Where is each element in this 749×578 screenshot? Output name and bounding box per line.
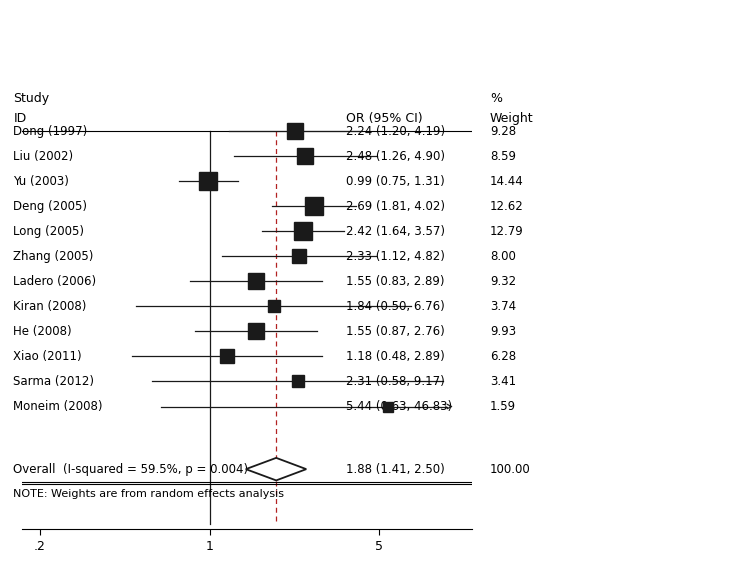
Text: 2.33 (1.12, 4.82): 2.33 (1.12, 4.82) bbox=[346, 250, 445, 263]
Text: 8.59: 8.59 bbox=[490, 150, 516, 162]
Text: OR (95% CI): OR (95% CI) bbox=[346, 112, 422, 125]
Text: Study: Study bbox=[13, 92, 49, 105]
Text: 1.18 (0.48, 2.89): 1.18 (0.48, 2.89) bbox=[346, 350, 445, 363]
Text: 2.24 (1.20, 4.19): 2.24 (1.20, 4.19) bbox=[346, 124, 445, 138]
Text: 8.00: 8.00 bbox=[490, 250, 516, 263]
Polygon shape bbox=[246, 458, 306, 480]
Text: Overall  (I-squared = 59.5%, p = 0.004): Overall (I-squared = 59.5%, p = 0.004) bbox=[13, 462, 249, 476]
Text: 12.79: 12.79 bbox=[490, 225, 524, 238]
Text: Long (2005): Long (2005) bbox=[13, 225, 85, 238]
Text: Liu (2002): Liu (2002) bbox=[13, 150, 73, 162]
Text: 3.41: 3.41 bbox=[490, 375, 516, 388]
Text: 14.44: 14.44 bbox=[490, 175, 524, 188]
Text: 5.44 (0.63, 46.83): 5.44 (0.63, 46.83) bbox=[346, 400, 452, 413]
Text: 1.84 (0.50, 6.76): 1.84 (0.50, 6.76) bbox=[346, 300, 445, 313]
Text: 9.93: 9.93 bbox=[490, 325, 516, 338]
Text: Ladero (2006): Ladero (2006) bbox=[13, 275, 97, 288]
Text: %: % bbox=[490, 92, 502, 105]
Text: Weight: Weight bbox=[490, 112, 533, 125]
Text: ID: ID bbox=[13, 112, 27, 125]
Text: 9.32: 9.32 bbox=[490, 275, 516, 288]
Text: 9.28: 9.28 bbox=[490, 124, 516, 138]
Text: 6.28: 6.28 bbox=[490, 350, 516, 363]
Text: He (2008): He (2008) bbox=[13, 325, 72, 338]
Text: 1.55 (0.87, 2.76): 1.55 (0.87, 2.76) bbox=[346, 325, 445, 338]
Text: 1.88 (1.41, 2.50): 1.88 (1.41, 2.50) bbox=[346, 462, 445, 476]
Text: Sarma (2012): Sarma (2012) bbox=[13, 375, 94, 388]
Text: 2.31 (0.58, 9.17): 2.31 (0.58, 9.17) bbox=[346, 375, 445, 388]
Text: 2.42 (1.64, 3.57): 2.42 (1.64, 3.57) bbox=[346, 225, 445, 238]
Text: 12.62: 12.62 bbox=[490, 199, 524, 213]
Text: 1.55 (0.83, 2.89): 1.55 (0.83, 2.89) bbox=[346, 275, 445, 288]
Text: 1.59: 1.59 bbox=[490, 400, 516, 413]
Text: 2.48 (1.26, 4.90): 2.48 (1.26, 4.90) bbox=[346, 150, 445, 162]
Text: 0.99 (0.75, 1.31): 0.99 (0.75, 1.31) bbox=[346, 175, 445, 188]
Text: 2.69 (1.81, 4.02): 2.69 (1.81, 4.02) bbox=[346, 199, 445, 213]
Text: 3.74: 3.74 bbox=[490, 300, 516, 313]
Text: 100.00: 100.00 bbox=[490, 462, 530, 476]
Text: NOTE: Weights are from random effects analysis: NOTE: Weights are from random effects an… bbox=[13, 489, 285, 499]
Text: Kiran (2008): Kiran (2008) bbox=[13, 300, 87, 313]
Text: Zhang (2005): Zhang (2005) bbox=[13, 250, 94, 263]
Text: Deng (2005): Deng (2005) bbox=[13, 199, 88, 213]
Text: Dong (1997): Dong (1997) bbox=[13, 124, 88, 138]
Text: Xiao (2011): Xiao (2011) bbox=[13, 350, 82, 363]
Text: Yu (2003): Yu (2003) bbox=[13, 175, 70, 188]
Text: Moneim (2008): Moneim (2008) bbox=[13, 400, 103, 413]
